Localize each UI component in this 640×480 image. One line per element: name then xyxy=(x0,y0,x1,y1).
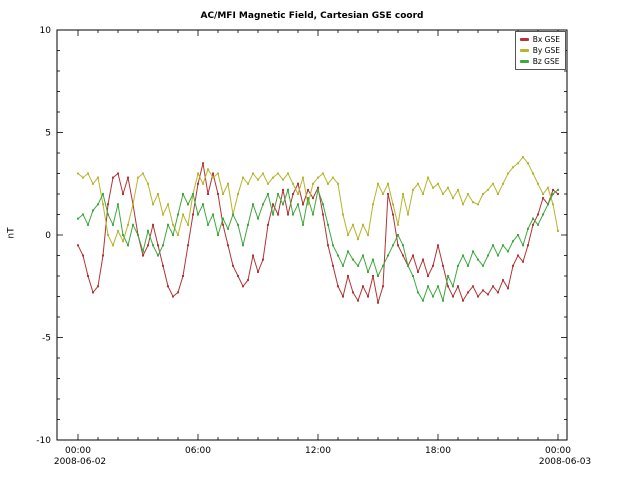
series-bx-gse xyxy=(77,162,559,304)
y-tick-label: 5 xyxy=(45,129,51,139)
x-tick-label: 18:00 xyxy=(425,446,451,456)
legend-label-by: By GSE xyxy=(532,46,560,55)
y-tick-label: -5 xyxy=(42,334,51,344)
x-tick-label: 00:00 xyxy=(65,446,91,456)
legend: Bx GSE By GSE Bz GSE xyxy=(514,31,566,70)
axes-frame xyxy=(56,29,568,441)
y-tick-label: 0 xyxy=(45,231,51,241)
legend-entry-bz: Bz GSE xyxy=(519,56,560,67)
legend-entry-by: By GSE xyxy=(519,45,560,56)
chart-title: AC/MFI Magnetic Field, Cartesian GSE coo… xyxy=(200,11,424,21)
x-tick-label: 12:00 xyxy=(305,446,331,456)
bz-series-marker-icon xyxy=(519,60,529,63)
y-tick-label: 10 xyxy=(40,26,52,36)
legend-entry-bx: Bx GSE xyxy=(519,34,560,45)
by-series-marker-icon xyxy=(519,49,529,52)
x-tick-label: 00:00 xyxy=(545,446,571,456)
x-tick-label: 06:00 xyxy=(185,446,211,456)
legend-label-bz: Bz GSE xyxy=(532,57,560,66)
x-start-date-label: 2008-06-02 xyxy=(54,457,106,467)
series-by-gse xyxy=(77,156,559,247)
bx-series-marker-icon xyxy=(519,38,529,41)
x-end-date-label: 2008-06-03 xyxy=(539,457,591,467)
y-tick-label: -10 xyxy=(36,436,51,446)
legend-label-bx: Bx GSE xyxy=(532,35,560,44)
series-bz-gse xyxy=(77,188,559,303)
